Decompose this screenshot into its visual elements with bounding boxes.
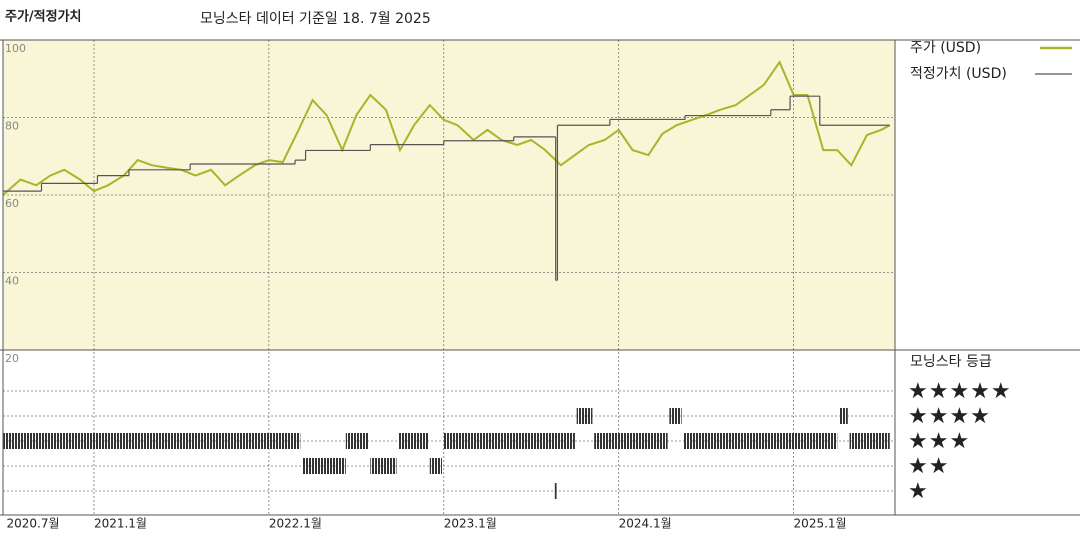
y-tick-label: 20 — [5, 352, 19, 365]
y-tick-label: 100 — [5, 42, 26, 55]
y-tick-label: 40 — [5, 275, 19, 288]
rating-bar — [443, 433, 575, 449]
rating-bar — [345, 433, 369, 449]
rating-bar — [594, 433, 668, 449]
rating-title: 모닝스타 등급 — [910, 354, 992, 370]
rating-bar — [683, 433, 838, 449]
rating-bar — [669, 408, 682, 424]
chart-title: 주가/적정가치 — [5, 9, 82, 25]
x-tick-label: 2024.1월 — [619, 517, 672, 531]
x-tick-label: 2021.1월 — [94, 517, 147, 531]
rating-bar — [3, 433, 301, 449]
rating-label: ★★★★★ — [908, 379, 1012, 404]
legend-label: 주가 (USD) — [910, 40, 981, 56]
rating-bar — [849, 433, 890, 449]
rating-bar — [370, 458, 397, 474]
rating-bar — [576, 408, 593, 424]
price-line — [2, 60, 891, 196]
rating-bar — [302, 458, 346, 474]
rating-label: ★★★ — [908, 429, 970, 454]
chart-subtitle: 모닝스타 데이터 기준일 18. 7월 2025 — [200, 11, 431, 27]
y-tick-label: 60 — [5, 197, 19, 210]
rating-bar — [429, 458, 443, 474]
rating-bar — [398, 433, 429, 449]
rating-bar — [839, 408, 848, 424]
rating-label: ★★ — [908, 454, 949, 479]
rating-label: ★ — [908, 479, 929, 504]
x-tick-label: 2020.7월 — [6, 517, 59, 531]
rating-bar — [554, 483, 557, 499]
rating-label: ★★★★ — [908, 404, 991, 429]
legend-label: 적정가치 (USD) — [910, 66, 1007, 82]
x-tick-label: 2023.1월 — [444, 517, 497, 531]
x-tick-label: 2022.1월 — [269, 517, 322, 531]
x-tick-label: 2025.1월 — [794, 517, 847, 531]
y-tick-label: 80 — [5, 120, 19, 133]
